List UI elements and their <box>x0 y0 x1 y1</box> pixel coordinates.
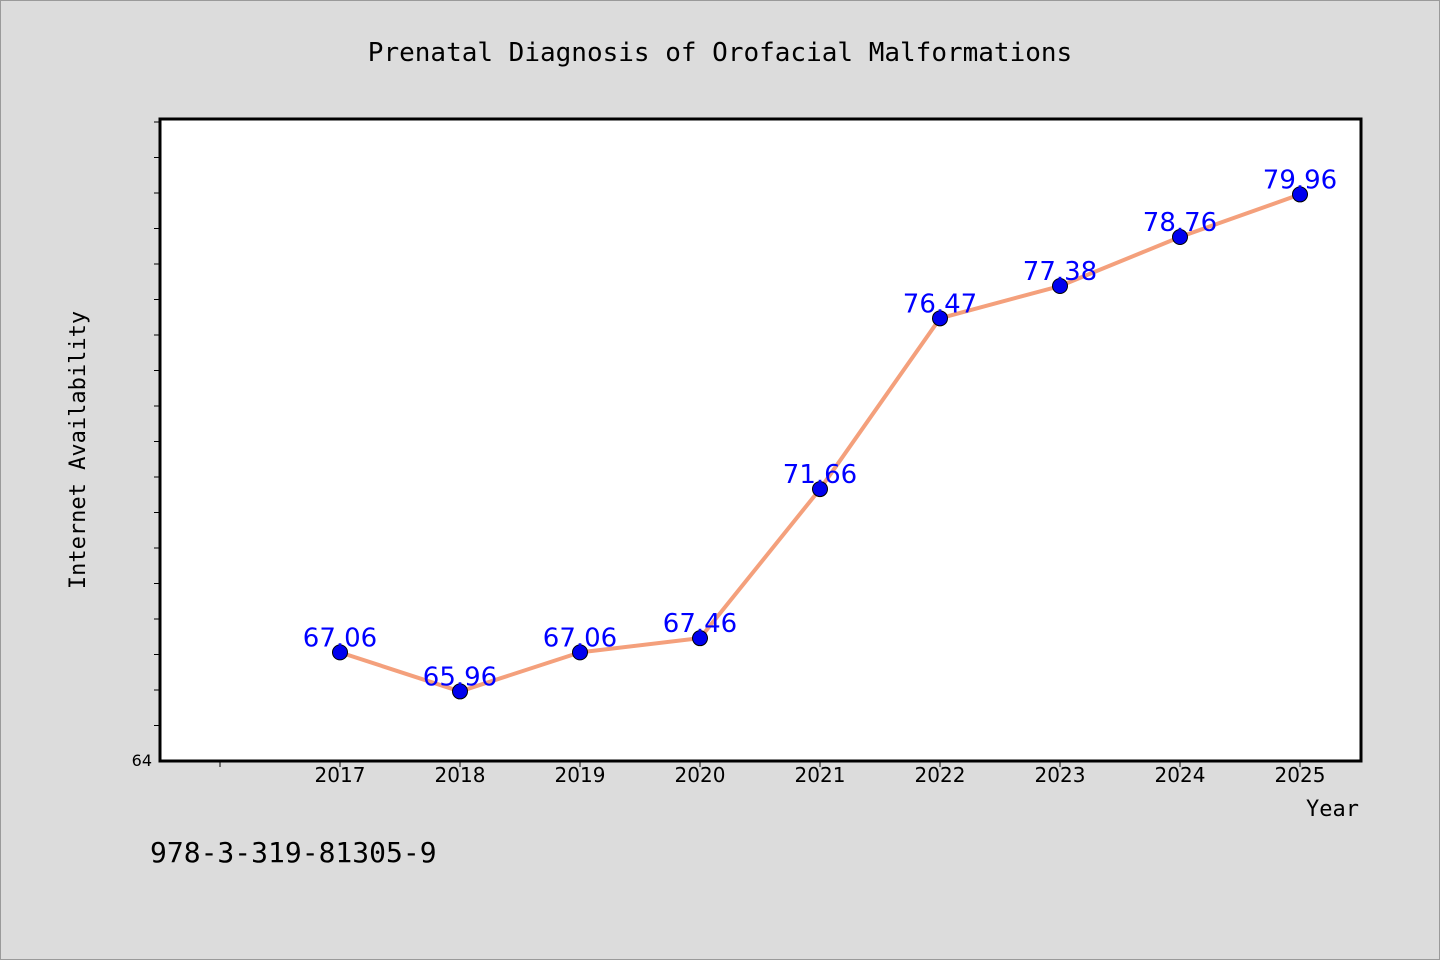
y-tick-label-64: 64 <box>132 751 152 770</box>
x-tick-label: 2018 <box>435 763 486 787</box>
data-point <box>1052 278 1068 295</box>
x-axis-ticks: 2017 2018 2019 2020 2021 2022 2023 2024 2025 <box>219 761 1326 787</box>
isbn-label: 978-3-319-81305-9 <box>150 836 437 869</box>
x-tick-label: 2020 <box>675 763 726 787</box>
data-label: 67.06 <box>303 623 377 653</box>
data-point <box>572 644 588 661</box>
x-tick-label: 2021 <box>795 763 846 787</box>
x-tick-label: 2023 <box>1035 763 1086 787</box>
data-point <box>452 683 468 700</box>
data-point <box>812 481 828 498</box>
data-label: 67.46 <box>663 609 737 639</box>
x-tick-label: 2019 <box>555 763 606 787</box>
data-label: 78.76 <box>1143 208 1217 238</box>
x-tick-label: 2024 <box>1155 763 1206 787</box>
plot-area <box>158 117 1363 763</box>
y-axis-label: Internet Availability <box>66 311 91 589</box>
data-label: 71.66 <box>783 460 857 490</box>
data-point <box>1172 229 1188 246</box>
data-label: 65.96 <box>423 662 497 692</box>
x-tick-label: 2017 <box>315 763 366 787</box>
data-label: 76.47 <box>903 289 977 319</box>
series-layer: 67.06 65.96 67.06 67.46 71.66 76.47 77.38 78.76… <box>303 165 1337 700</box>
data-point <box>332 644 348 661</box>
x-axis-label: Year <box>1306 797 1359 822</box>
data-point <box>1292 186 1308 203</box>
data-label: 77.38 <box>1023 257 1097 287</box>
data-label: 79.96 <box>1263 165 1337 195</box>
chart-title: Prenatal Diagnosis of Orofacial Malforma… <box>368 38 1072 68</box>
data-point <box>932 310 948 327</box>
x-tick-label: 2022 <box>915 763 966 787</box>
data-point <box>692 630 708 647</box>
y-axis-ticks <box>154 121 160 726</box>
data-label: 67.06 <box>543 623 617 653</box>
x-tick-label: 2025 <box>1275 763 1326 787</box>
